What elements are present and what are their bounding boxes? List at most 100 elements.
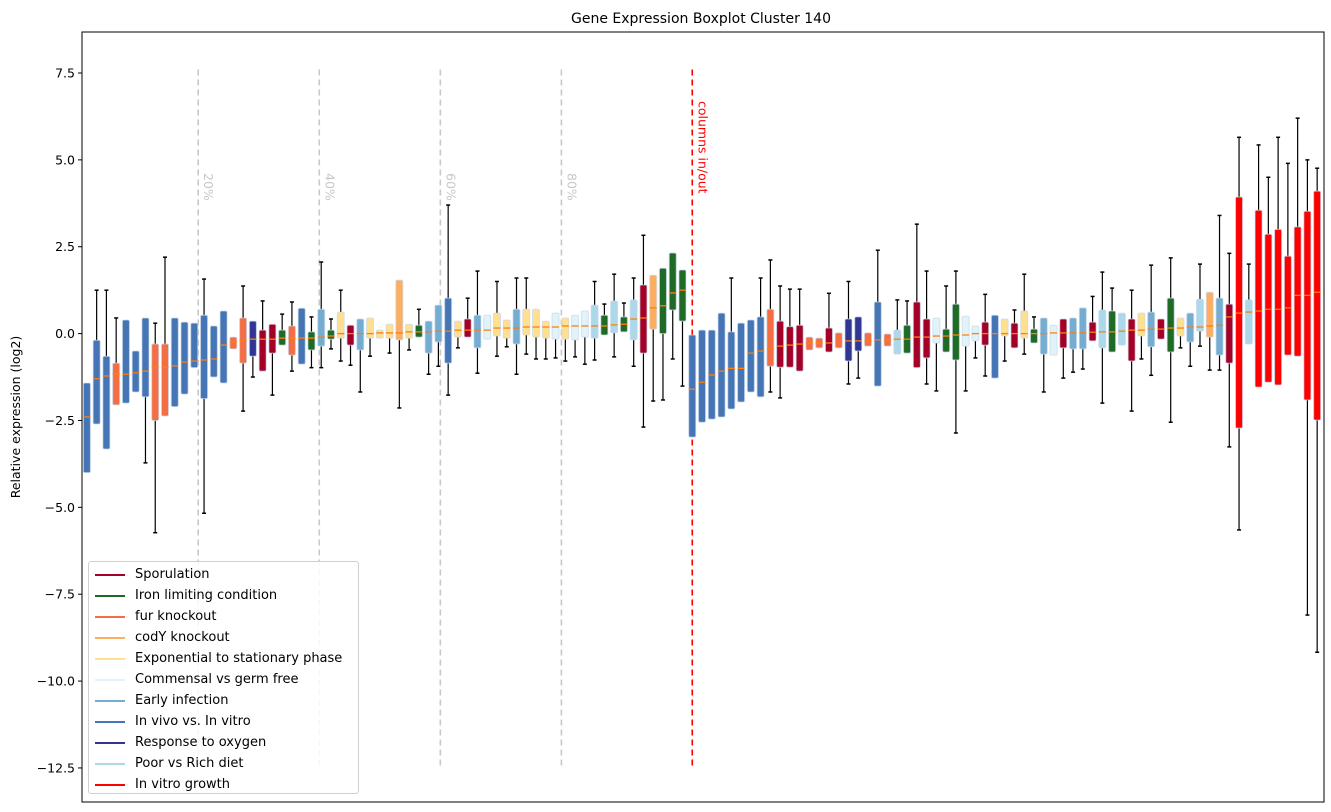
box-36 [424,320,433,376]
box-47 [532,308,541,360]
box-117 [1215,214,1224,371]
box-107 [1117,312,1126,346]
box-100 [1049,324,1058,356]
box-7 [141,317,150,464]
box-79 [844,280,853,385]
box-63 [688,334,697,438]
box-body [1030,328,1039,344]
legend-label: Commensal vs germ free [135,672,299,687]
box-111 [1156,318,1165,340]
box-body [219,310,228,384]
box-33 [395,279,404,409]
legend-label: fur knockout [135,609,217,624]
box-body [287,325,296,356]
box-108 [1127,289,1136,412]
box-81 [864,332,873,347]
box-body [229,336,238,350]
reference-line-label: 20% [201,173,216,201]
box-body [844,318,853,362]
legend-swatch [95,783,125,786]
box-body [737,322,746,403]
box-15 [219,310,228,384]
legend-item: fur knockout [89,606,358,627]
box-body [1127,318,1136,362]
box-body [112,362,121,406]
box-body [1176,317,1185,337]
box-89 [942,285,951,353]
box-69 [746,319,755,393]
box-5 [121,319,130,404]
box-body [375,329,384,339]
box-72 [776,285,785,399]
legend-label: In vivo vs. In vitro [135,714,251,729]
box-body [580,310,589,338]
box-body [834,332,843,349]
box-39 [453,320,462,349]
legend-label: Iron limiting condition [135,588,278,603]
box-96 [1010,309,1019,349]
box-76 [815,337,824,349]
box-body [1313,190,1322,421]
box-25 [317,261,326,369]
box-115 [1195,263,1204,347]
box-77 [824,292,833,353]
box-body [532,308,541,338]
box-body [864,332,873,347]
legend-item: In vivo vs. In vitro [89,711,358,732]
box-body [1088,321,1097,342]
box-94 [990,314,999,379]
box-body [297,307,306,365]
box-109 [1137,312,1146,360]
y-tick-label: 7.5 [55,66,75,81]
box-16 [229,336,238,350]
box-68 [737,322,746,403]
box-41 [473,270,482,374]
box-body [190,322,199,369]
box-body [326,329,335,340]
boxes [82,117,1322,653]
box-body [795,324,804,372]
box-body [483,314,492,340]
box-body [1098,309,1107,349]
y-tick-label: 2.5 [55,239,75,254]
box-46 [522,277,531,355]
box-body [756,316,765,398]
box-52 [580,310,589,365]
box-27 [336,289,345,362]
box-88 [932,317,941,392]
box-body [766,308,775,367]
box-85 [903,300,912,354]
box-119 [1235,136,1244,531]
box-104 [1088,295,1097,342]
box-body [395,279,404,341]
box-body [1137,312,1146,337]
box-body [1293,226,1302,357]
box-body [1225,303,1234,364]
y-axis-label: Relative expression (log2) [8,336,23,499]
box-42 [483,314,492,340]
chart-title: Gene Expression Boxplot Cluster 140 [571,11,831,27]
box-45 [512,277,521,376]
box-71 [766,259,775,393]
box-body [1010,322,1019,349]
legend-item: In vitro growth [89,774,358,795]
box-55 [610,273,619,358]
box-64 [698,329,707,423]
reference-line-label: columns in/out [695,101,710,194]
box-2 [92,289,101,425]
box-112 [1166,257,1175,423]
legend-label: codY knockout [135,630,230,645]
box-92 [971,325,980,359]
box-body [776,320,785,368]
box-body [893,329,902,355]
box-48 [541,320,550,360]
box-44 [502,319,511,348]
box-body [434,304,443,343]
legend-swatch [95,699,125,702]
box-28 [346,324,355,366]
box-body [932,317,941,344]
legend-item: Early infection [89,690,358,711]
box-body [473,314,482,349]
box-4 [112,317,121,406]
box-102 [1069,317,1078,373]
